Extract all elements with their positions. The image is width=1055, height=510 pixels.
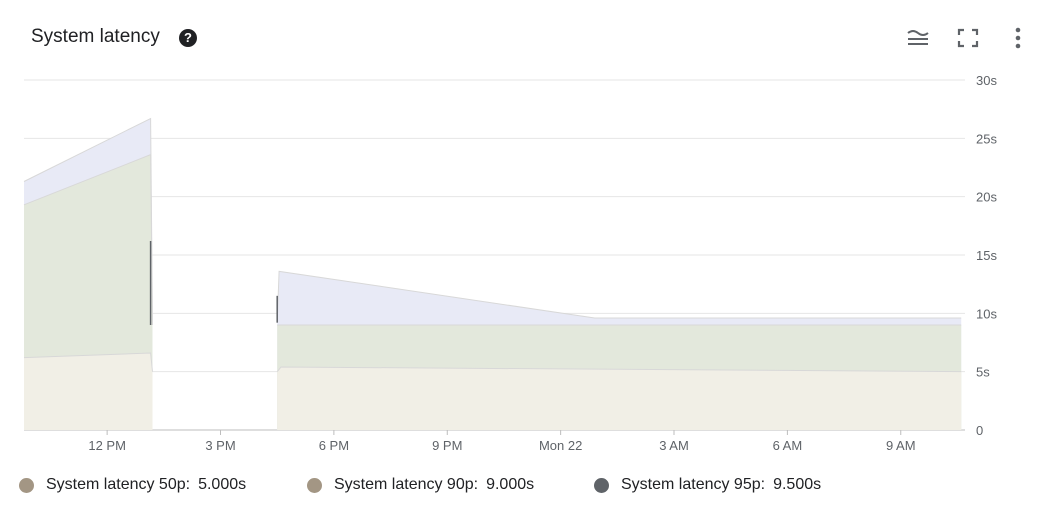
card-header: System latency ? [0, 0, 1055, 76]
x-tick-label: 12 PM [88, 438, 126, 453]
legend-swatch-95p [594, 477, 609, 493]
legend-label-90p: System latency 90p: [334, 476, 479, 493]
legend-label-95p: System latency 95p: [621, 476, 766, 493]
x-tick-label: 9 PM [432, 438, 462, 453]
y-tick-label: 0 [976, 423, 983, 438]
x-tick-label: 6 AM [773, 438, 803, 453]
legend-swatch-50p [19, 477, 34, 493]
help-circle-icon[interactable]: ? [179, 29, 197, 47]
legend-item-95p[interactable]: System latency 95p: 9.500s [594, 476, 821, 494]
chart-legend: System latency 50p: 5.000s System latenc… [0, 476, 1055, 498]
series-line-2 [276, 366, 962, 373]
fullscreen-icon[interactable] [955, 26, 981, 50]
legend-label-50p: System latency 50p: [46, 476, 191, 493]
series-line-1 [23, 153, 153, 326]
y-tick-label: 25s [976, 131, 997, 146]
legend-value-90p: 9.000s [486, 476, 535, 493]
legend-swatch-90p [307, 477, 322, 493]
x-tick-label: 9 AM [886, 438, 916, 453]
y-tick-label: 20s [976, 190, 997, 205]
legend-value-95p: 9.500s [773, 476, 822, 493]
y-tick-label: 10s [976, 306, 997, 321]
series-line-2 [23, 352, 153, 372]
y-tick-label: 30s [976, 73, 997, 88]
more-vert-icon[interactable] [1005, 26, 1031, 50]
series-line-0 [276, 270, 962, 323]
x-tick-label: 3 AM [659, 438, 689, 453]
x-tick-label: 6 PM [319, 438, 349, 453]
series-area-2 [24, 353, 153, 430]
x-tick-label: Mon 22 [539, 438, 582, 453]
y-tick-label: 15s [976, 248, 997, 263]
latency-chart: 0 5s 10s 15s 20s 25s 30s 12 PM 3 PM 6 PM 9 PM Mon 2… [23, 73, 997, 453]
legend-value-50p: 5.000s [198, 476, 247, 493]
legend-toggle-icon[interactable] [905, 26, 931, 50]
legend-item-90p[interactable]: System latency 90p: 9.000s [307, 476, 534, 494]
chart-title: System latency [31, 26, 160, 47]
legend-item-50p[interactable]: System latency 50p: 5.000s [19, 476, 246, 494]
y-tick-label: 5s [976, 365, 990, 380]
series-area-2 [277, 367, 962, 430]
x-tick-label: 3 PM [205, 438, 235, 453]
